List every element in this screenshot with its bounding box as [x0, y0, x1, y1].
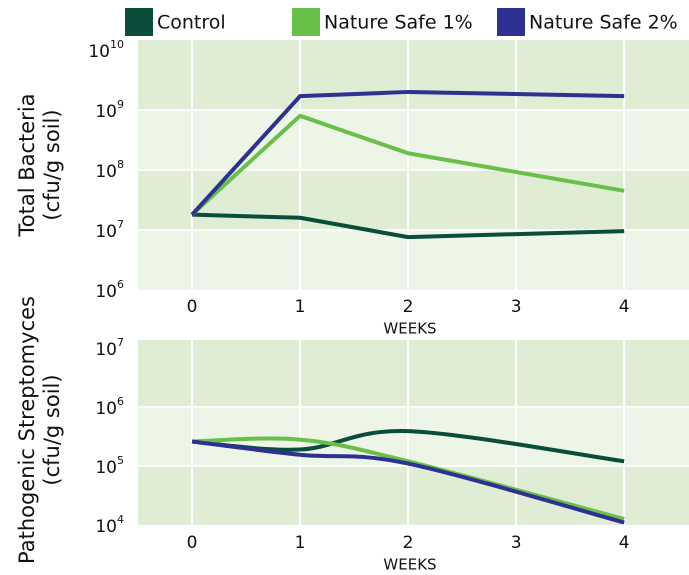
band	[138, 40, 689, 110]
y-tick-exponent: 10	[110, 38, 124, 51]
y-tick-base: 10	[95, 340, 117, 360]
y-tick-label: 104	[95, 513, 124, 537]
y-tick-exponent: 6	[117, 278, 124, 291]
x-axis-label: WEEKS	[383, 556, 436, 574]
y-axis-label: Pathogenic Streptomyces	[15, 296, 39, 564]
y-tick-exponent: 7	[117, 218, 124, 231]
y-axis-label: (cfu/g soil)	[40, 374, 64, 485]
x-tick-label: 0	[187, 297, 198, 317]
y-tick-label: 109	[95, 98, 124, 122]
y-tick-base: 10	[95, 162, 117, 182]
y-tick-exponent: 8	[117, 158, 124, 171]
y-tick-exponent: 4	[117, 513, 124, 526]
y-tick-label: 106	[95, 278, 124, 302]
legend-label: Control	[157, 12, 226, 34]
y-tick-base: 10	[95, 458, 117, 478]
x-tick-label: 1	[295, 533, 306, 553]
y-axis-label: (cfu/g soil)	[40, 109, 64, 220]
y-tick-label: 107	[95, 336, 124, 360]
y-tick-base: 10	[95, 222, 117, 242]
legend-swatch	[497, 8, 525, 36]
y-axis-label: Total Bacteria	[15, 93, 39, 237]
x-axis-label: WEEKS	[383, 320, 436, 338]
series-line	[191, 436, 625, 522]
y-tick-exponent: 5	[117, 454, 124, 467]
band	[138, 170, 689, 230]
band	[138, 110, 689, 170]
band	[138, 340, 689, 407]
legend-swatch	[292, 8, 320, 36]
x-tick-label: 4	[619, 533, 630, 553]
series-line	[191, 212, 625, 240]
x-tick-label: 1	[295, 297, 306, 317]
y-tick-label: 105	[95, 454, 124, 478]
y-tick-base: 10	[95, 399, 117, 419]
legend-label: Nature Safe 2%	[529, 12, 678, 34]
y-tick-label: 107	[95, 218, 124, 242]
legend-swatch	[125, 8, 153, 36]
x-tick-label: 3	[511, 533, 522, 553]
y-tick-label: 106	[95, 395, 124, 419]
x-tick-label: 4	[619, 297, 630, 317]
band	[138, 230, 689, 290]
y-tick-exponent: 7	[117, 336, 124, 349]
y-tick-label: 108	[95, 158, 124, 182]
y-tick-exponent: 9	[117, 98, 124, 111]
x-tick-label: 0	[187, 533, 198, 553]
series-line	[190, 89, 625, 217]
x-tick-label: 2	[403, 533, 414, 553]
y-tick-base: 10	[88, 42, 110, 62]
series-line	[191, 439, 625, 525]
y-tick-base: 10	[95, 517, 117, 537]
x-tick-label: 2	[403, 297, 414, 317]
y-tick-base: 10	[95, 102, 117, 122]
legend-label: Nature Safe 1%	[324, 12, 473, 34]
y-tick-base: 10	[95, 282, 117, 302]
x-tick-label: 3	[511, 297, 522, 317]
y-tick-label: 1010	[88, 38, 124, 62]
series-line	[190, 113, 625, 217]
y-tick-exponent: 6	[117, 395, 124, 408]
